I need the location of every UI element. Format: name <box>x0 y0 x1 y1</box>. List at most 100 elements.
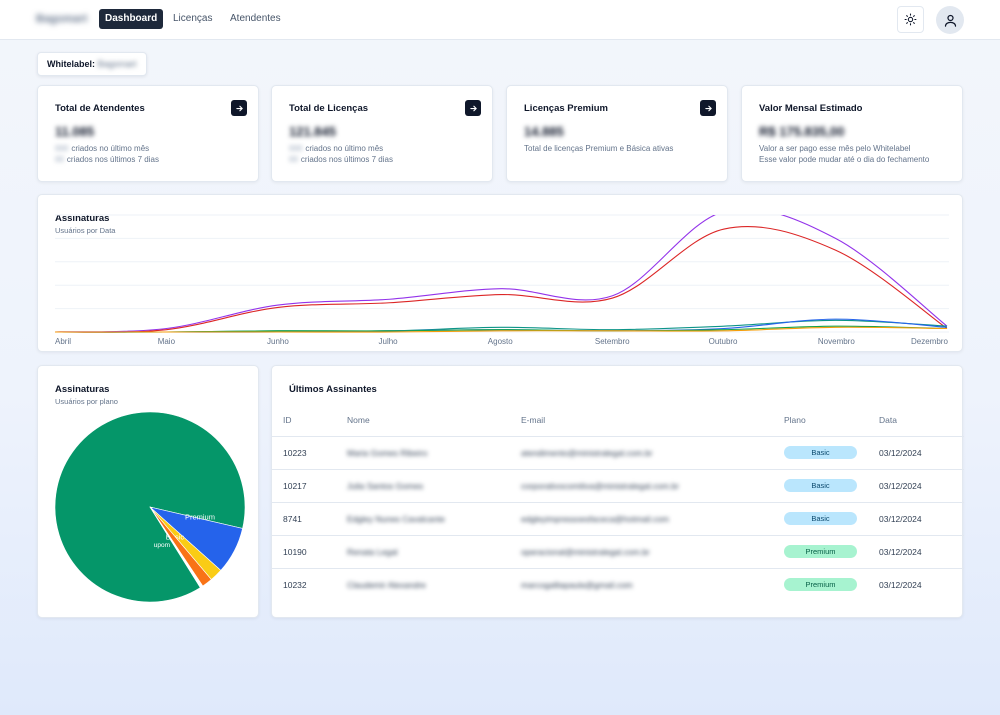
chart-subtitle: Usuários por Data <box>55 226 116 235</box>
cell-name: Maria Gomes Ribeiro <box>336 436 510 470</box>
pie-slice-4[interactable] <box>149 506 204 589</box>
whitelabel-value: Bagomart <box>97 59 137 69</box>
line-chart <box>54 214 949 333</box>
plan-badge: Basic <box>784 512 857 525</box>
arrow-right-icon <box>704 105 712 111</box>
cell-name: Claudemir Alexandre <box>347 579 426 590</box>
x-tick-label: Julho <box>378 337 398 346</box>
go-premium-button[interactable] <box>700 100 716 116</box>
x-tick-label: Abril <box>55 337 72 346</box>
cell-id: 10190 <box>272 535 336 569</box>
stat-line-text: criados nos últimos 7 dias <box>300 155 393 164</box>
table-row[interactable]: 10223 Maria Gomes Ribeiro atendimento@mini… <box>272 436 964 470</box>
stat-count: 00 <box>55 155 64 164</box>
column-header-id[interactable]: ID <box>272 404 336 437</box>
whitelabel-badge: Whitelabel: Bagomart <box>37 52 147 76</box>
stat-line-text: criados nos últimos 7 dias <box>66 155 159 164</box>
cell-date: 03/12/2024 <box>879 579 922 590</box>
cell-date: 03/12/2024 <box>868 535 964 569</box>
nav-atendentes[interactable]: Atendentes <box>230 13 281 24</box>
column-header-nome[interactable]: Nome <box>336 404 510 437</box>
cell-plan: Premium <box>773 535 868 569</box>
nav-dashboard[interactable]: Dashboard <box>99 9 164 29</box>
cell-email: atendimento@ministralegal.com.br <box>510 436 773 470</box>
pie-chart: PremiumBasicupom <box>54 411 246 603</box>
arrow-right-icon <box>469 105 477 111</box>
cell-email: operacional@ministralegal.com.br <box>510 535 773 569</box>
stat-count: 000 <box>289 144 303 153</box>
top-navbar: Bagomart Dashboard Licenças Atendentes <box>0 0 1000 40</box>
go-atendentes-button[interactable] <box>231 100 247 116</box>
stat-line-week: 00 criados nos últimos 7 dias <box>289 155 393 164</box>
cell-plan: Basic <box>773 436 868 470</box>
table-row[interactable]: 10217 Julia Santos Gomes corporativocomiti… <box>272 469 964 503</box>
subscribers-table-card: Últimos Assinantes ID Nome E-mail Plano … <box>271 365 964 618</box>
stat-value: 11.085 <box>55 124 95 139</box>
table-row[interactable]: 10232 Claudemir Alexandre marcogalliapaula… <box>272 568 964 601</box>
nav-licencas[interactable]: Licenças <box>173 13 213 24</box>
stat-card-licencas: Total de Licenças 121.845 000 criados no … <box>271 85 493 182</box>
stat-count: 00 <box>289 155 298 164</box>
cell-id: 10223 <box>272 436 336 470</box>
pie-label: Premium <box>185 513 215 522</box>
cell-email: marcogalliapaula@gmail.com <box>521 579 633 590</box>
cell-email: corporativocomitiva@ministralegal.com.br <box>510 469 773 503</box>
x-tick-label: Outubro <box>708 337 738 346</box>
line-chart-card: Assinaturas Usuários por Data Abril Maio J… <box>37 194 963 352</box>
table-row[interactable]: 10190 Renata Legal operacional@ministraleg… <box>272 535 964 569</box>
stat-line-text: Esse valor pode mudar até o dia do fecha… <box>759 155 930 164</box>
arrow-right-icon <box>235 105 243 111</box>
pie-label: upom <box>154 542 170 549</box>
stat-line-month: 000 criados no último mês <box>289 144 383 153</box>
column-header-data[interactable]: Data <box>868 404 964 437</box>
x-tick-label: Maio <box>157 337 176 346</box>
cell-plan: Basic <box>773 469 868 503</box>
cell-id: 8741 <box>272 502 336 536</box>
cell-name: Julia Santos Gomes <box>336 469 510 503</box>
series-line-5 <box>54 326 948 333</box>
x-tick-label: Agosto <box>487 337 513 346</box>
stat-value: 14.885 <box>524 124 564 139</box>
column-header-plano[interactable]: Plano <box>773 404 868 437</box>
stat-count: 000 <box>55 144 69 153</box>
column-header-email[interactable]: E-mail <box>510 404 773 437</box>
chart-title: Assinaturas <box>55 213 110 224</box>
series-line-1 <box>54 226 948 333</box>
stat-card-valor-mensal: Valor Mensal Estimado R$ 175.835,00 Valo… <box>741 85 963 182</box>
x-tick-label: Dezembro <box>911 337 948 346</box>
stat-title: Licenças Premium <box>524 103 608 114</box>
theme-toggle-button[interactable] <box>897 6 924 33</box>
brand-name[interactable]: Bagomart <box>36 13 88 25</box>
cell-plan: Premium <box>773 568 868 601</box>
subscribers-table: ID Nome E-mail Plano Data 10223 Maria Gom… <box>272 404 964 601</box>
cell-id: 10217 <box>272 469 336 503</box>
plan-badge: Basic <box>784 479 857 492</box>
stat-card-premium: Licenças Premium 14.885 Total de licença… <box>506 85 728 182</box>
cell-name: Renata Legal <box>336 535 510 569</box>
stat-line-text: Valor a ser pago esse mês pelo Whitelabe… <box>759 144 911 153</box>
cell-email: edgleyimpressoesfaceca@hotmail.com <box>510 502 773 536</box>
go-licencas-button[interactable] <box>465 100 481 116</box>
plan-badge: Basic <box>784 446 857 459</box>
cell-date: 03/12/2024 <box>868 436 964 470</box>
stat-line-text: Total de licenças Premium e Básica ativa… <box>524 144 674 153</box>
table-header-row: ID Nome E-mail Plano Data <box>272 404 964 437</box>
sun-icon <box>904 13 917 26</box>
table-title: Últimos Assinantes <box>289 384 377 395</box>
stat-title: Valor Mensal Estimado <box>759 103 863 114</box>
cell-id: 10232 <box>283 579 307 590</box>
whitelabel-label: Whitelabel: <box>47 59 96 69</box>
chart-subtitle: Usuários por plano <box>55 397 118 406</box>
cell-name: Edgley Nunes Cavalcante <box>336 502 510 536</box>
stat-line-text: criados no último mês <box>71 144 150 153</box>
table-row[interactable]: 8741 Edgley Nunes Cavalcante edgleyimpress… <box>272 502 964 536</box>
stat-value: R$ 175.835,00 <box>759 124 845 139</box>
x-tick-label: Novembro <box>817 337 855 346</box>
series-line-0 <box>54 215 948 333</box>
cell-plan: Basic <box>773 502 868 536</box>
cell-date: 03/12/2024 <box>868 469 964 503</box>
x-tick-label: Setembro <box>594 337 630 346</box>
stat-title: Total de Licenças <box>289 103 369 114</box>
user-avatar-button[interactable] <box>936 6 964 34</box>
plan-badge: Premium <box>784 578 857 592</box>
